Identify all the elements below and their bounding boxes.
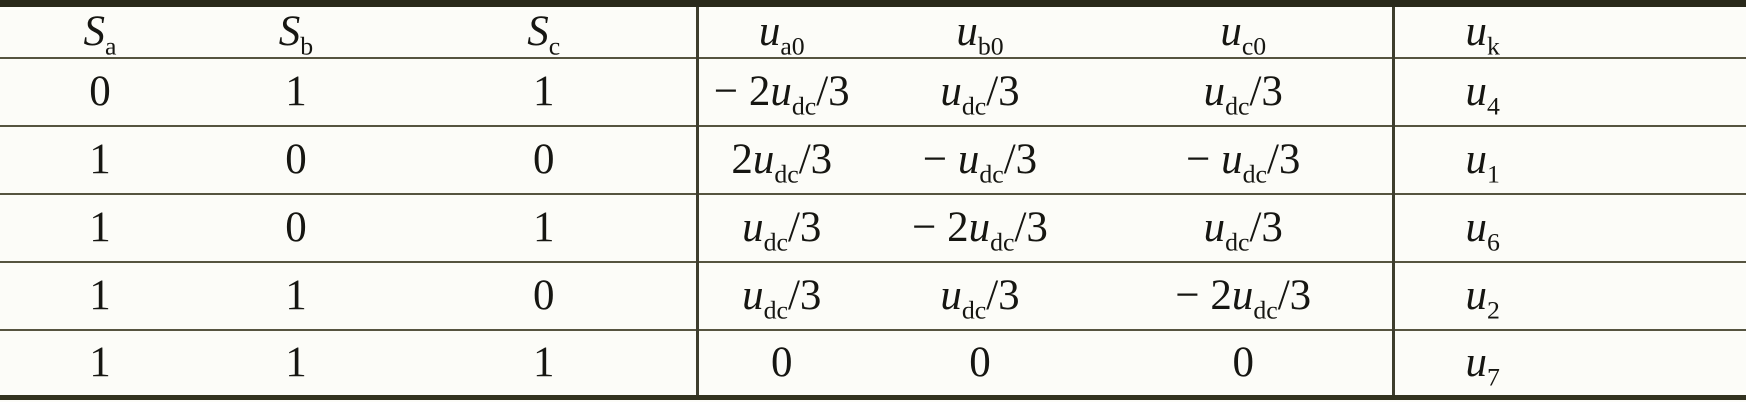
cell-ua0: udc/3 [742,272,822,325]
cell-sa: 1 [89,204,111,251]
cell-sb: 0 [285,136,307,183]
cell-uc0: − udc/3 [1095,125,1395,194]
cell-sa: 1 [89,339,111,387]
cell-ub0: − 2udc/3 [912,204,1048,257]
header-cell-ub0: ub0 [956,8,1004,61]
cell-sb: 1 [285,68,307,115]
cell-uk: u4 [1465,68,1500,121]
cell-uc0: 0 [1095,329,1395,398]
table-row: 1 1 1 0 0 0 u7 [0,329,1746,398]
table-row: 1 0 0 2udc/3 − udc/3 − udc/3 u1 [0,125,1746,194]
cell-ua0: − 2udc/3 [713,68,850,121]
cell-ua0: 0 [771,339,793,387]
cell-uc0: − 2udc/3 [1095,261,1395,330]
cell-uk: u2 [1465,272,1500,325]
table-row: 1 0 1 udc/3 − 2udc/3 udc/3 u6 [0,193,1746,262]
cell-sc: 1 [392,57,699,126]
cell-sc: 1 [392,329,699,398]
header-cell-sc: Sc [392,3,699,59]
header-cell-sa: Sa [83,8,117,61]
cell-ub0: − udc/3 [922,136,1038,189]
table-row: 0 1 1 − 2udc/3 udc/3 udc/3 u4 [0,57,1746,126]
cell-sb: 0 [285,204,307,251]
cell-ub0: udc/3 [940,272,1020,325]
cell-sc: 1 [392,193,699,262]
cell-uc0: udc/3 [1095,193,1395,262]
cell-sa: 1 [89,272,111,319]
cell-ub0: 0 [969,339,991,387]
cell-uc0: udc/3 [1095,57,1395,126]
header-cell-ua0: ua0 [758,8,805,61]
cell-ua0: 2udc/3 [731,136,833,189]
cell-ub0: udc/3 [940,68,1020,121]
cell-uk: u1 [1465,136,1500,189]
cell-sa: 1 [89,136,111,183]
cell-sb: 1 [285,272,307,319]
cell-uk: u6 [1465,204,1500,257]
header-cell-uk: uk [1465,8,1500,61]
cell-sc: 0 [392,261,699,330]
header-cell-uc0: uc0 [1095,3,1395,59]
table-row: 1 1 0 udc/3 udc/3 − 2udc/3 u2 [0,261,1746,330]
cell-sc: 0 [392,125,699,194]
cell-sb: 1 [285,339,307,387]
header-cell-sb: Sb [278,8,314,61]
cell-ua0: udc/3 [742,204,822,257]
header-row: Sa Sb Sc ua0 ub0 uc0 uk [0,3,1746,61]
cell-sa: 0 [89,68,111,115]
cell-uk: u7 [1465,339,1500,392]
